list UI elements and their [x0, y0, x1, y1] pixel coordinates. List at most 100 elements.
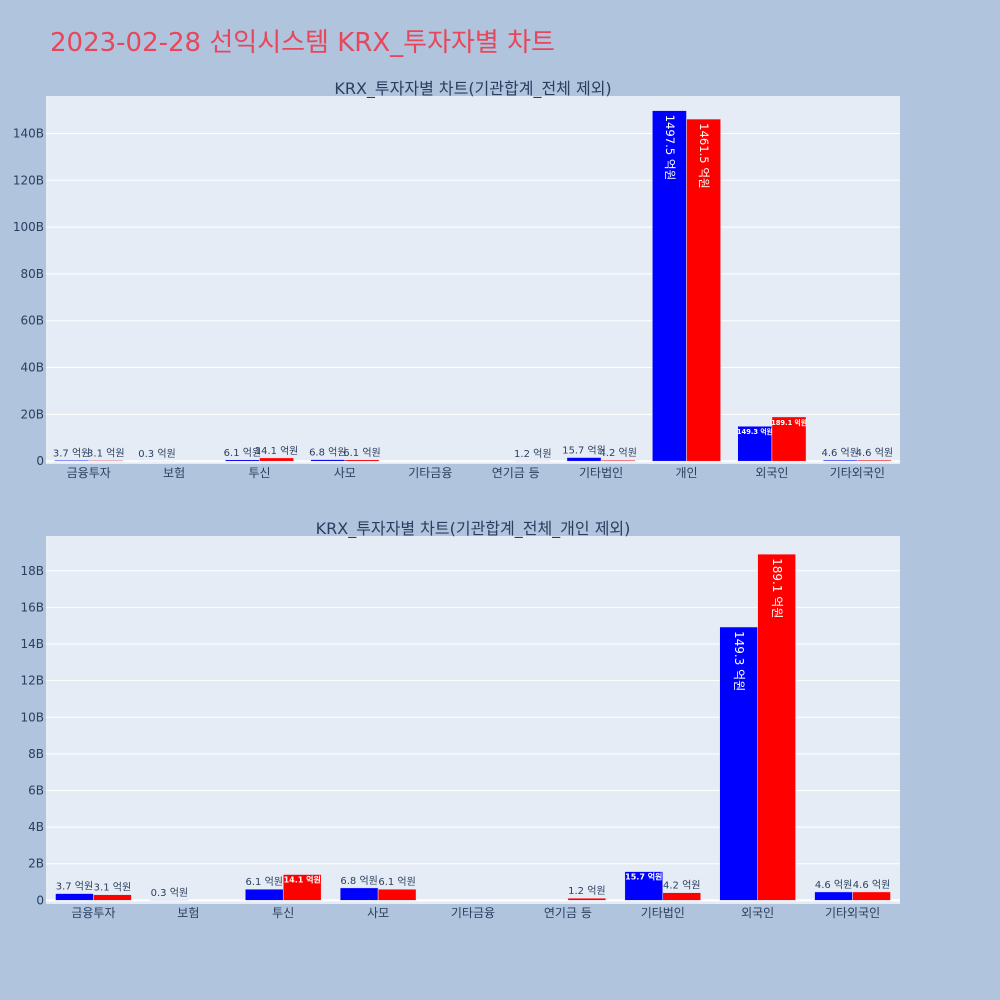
data-label: 189.1 억원	[770, 558, 784, 618]
data-label: 3.1 억원	[94, 882, 131, 894]
bar	[93, 894, 132, 901]
bar	[771, 416, 807, 462]
data-label: 1.2 억원	[568, 885, 605, 897]
bar	[624, 871, 664, 901]
bar	[737, 425, 773, 462]
bar	[344, 459, 380, 462]
y-tick-label: 4B	[28, 820, 44, 834]
bar	[259, 457, 294, 462]
bar	[814, 891, 853, 901]
chart-title: KRX_투자자별 차트(기관합계_전체 제외)	[334, 79, 611, 99]
x-tick-label: 투신	[248, 466, 270, 480]
bar	[245, 888, 284, 901]
data-label: 6.1 억원	[378, 876, 415, 888]
data-label: 3.1 억원	[87, 447, 124, 459]
bar	[282, 874, 322, 901]
bar	[757, 553, 796, 901]
chart-panel-2: 0 2B 4B 6B 8B 10B 12B 14B 16B 18B KRX_투자자별 차트(기관합계…	[20, 519, 900, 920]
bar	[822, 459, 858, 462]
x-tick-label: 투신	[272, 906, 294, 920]
y-tick-label: 8B	[28, 747, 44, 761]
x-tick-label: 기타금융	[408, 466, 452, 480]
bar	[857, 459, 892, 462]
x-tick-label: 외국인	[755, 466, 788, 480]
x-tick-label: 금융투자	[71, 906, 115, 920]
data-label: 189.1 억원	[771, 418, 807, 427]
y-tick-label: 16B	[20, 600, 44, 614]
y-tick-label: 18B	[20, 564, 44, 578]
chart-panel-1: 0 20B 40B 60B 80B 100B 120B 140B KRX_투자자별 차트(기관합…	[13, 79, 900, 480]
y-tick-label: 20B	[20, 407, 44, 421]
data-label: 4.6 억원	[821, 447, 858, 459]
y-tick-label: 100B	[13, 220, 44, 234]
bar	[662, 892, 701, 901]
y-tick-label: 0	[36, 454, 44, 468]
x-tick-label: 기타금융	[451, 906, 495, 920]
y-tick-label: 10B	[20, 710, 44, 724]
x-tick-label: 기타외국인	[830, 466, 885, 480]
data-label: 4.6 억원	[856, 447, 893, 459]
data-label: 15.7 억원	[562, 445, 605, 457]
page-title: 2023-02-28 선익시스템 KRX_투자자별 차트	[50, 28, 555, 58]
bar	[852, 891, 891, 901]
chart-title: KRX_투자자별 차트(기관합계_전체_개인 제외)	[316, 519, 631, 539]
data-label: 149.3 억원	[737, 427, 773, 436]
y-tick-label: 80B	[20, 267, 44, 281]
data-label: 6.1 억원	[246, 876, 283, 888]
x-tick-label: 기타법인	[579, 466, 623, 480]
x-tick-label: 사모	[334, 466, 356, 480]
data-label: 6.8 억원	[309, 447, 346, 459]
y-tick-label: 140B	[13, 126, 44, 140]
data-label: 14.1 억원	[255, 445, 298, 457]
bar	[600, 459, 636, 462]
x-tick-label: 기타외국인	[825, 906, 880, 920]
bar	[339, 887, 379, 901]
data-label: 1497.5 억원	[663, 115, 677, 181]
data-label: 4.6 억원	[815, 879, 852, 891]
data-label: 1.2 억원	[514, 448, 551, 460]
data-label: 1461.5 억원	[697, 123, 711, 189]
data-label: 6.1 억원	[343, 447, 380, 459]
bar	[652, 110, 687, 462]
bar	[310, 459, 346, 462]
data-label: 149.3 억원	[732, 631, 746, 691]
y-tick-label: 6B	[28, 783, 44, 797]
x-tick-label: 외국인	[741, 906, 774, 920]
y-tick-label: 12B	[20, 674, 44, 688]
data-label: 4.2 억원	[599, 447, 636, 459]
bar	[225, 459, 260, 462]
bar	[566, 457, 602, 462]
x-tick-label: 개인	[675, 466, 697, 480]
data-label: 15.7 억원	[625, 872, 662, 882]
data-label: 6.8 억원	[340, 875, 377, 887]
bar	[567, 897, 607, 901]
x-tick-label: 보험	[163, 466, 185, 480]
x-tick-label: 기타법인	[641, 906, 685, 920]
x-tick-label: 연기금 등	[492, 466, 540, 480]
bar	[88, 460, 124, 462]
x-tick-label: 금융투자	[67, 466, 111, 480]
bar	[377, 888, 417, 901]
data-label: 0.3 억원	[138, 448, 175, 460]
y-tick-label: 60B	[20, 314, 44, 328]
data-label: 3.7 억원	[53, 447, 90, 459]
data-label: 14.1 억원	[284, 875, 321, 885]
x-tick-label: 연기금 등	[544, 906, 592, 920]
bar	[150, 899, 189, 901]
y-tick-label: 120B	[13, 173, 44, 187]
x-tick-label: 보험	[177, 906, 199, 920]
y-tick-label: 14B	[20, 637, 44, 651]
data-label: 3.7 억원	[56, 881, 93, 893]
data-label: 4.2 억원	[663, 880, 700, 892]
data-label: 4.6 억원	[853, 879, 890, 891]
plot-background	[46, 96, 900, 464]
bar	[719, 626, 758, 901]
y-tick-label: 40B	[20, 361, 44, 375]
x-tick-label: 사모	[367, 906, 389, 920]
bar	[54, 460, 89, 462]
data-label: 0.3 억원	[151, 887, 188, 899]
y-tick-label: 0	[36, 893, 44, 907]
y-tick-label: 2B	[28, 857, 44, 871]
bar	[55, 893, 94, 901]
